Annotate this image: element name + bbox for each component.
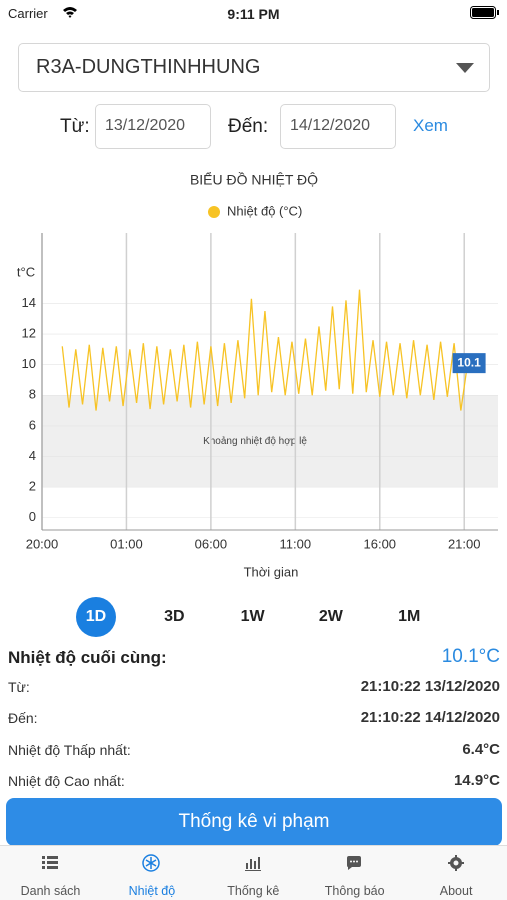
clock: 9:11 PM	[227, 6, 280, 22]
y-tick-label: 12	[22, 325, 36, 340]
x-tick-label: 16:00	[364, 536, 397, 551]
tab-label: About	[439, 884, 473, 898]
tab-icon	[447, 855, 464, 871]
row-label: Từ:	[8, 679, 30, 695]
chart: BIỂU ĐỒ NHIỆT ĐỘ Nhiệt độ (°C) t°C Thời …	[17, 171, 498, 579]
range-button[interactable]: 1M	[398, 608, 421, 625]
wifi-icon	[63, 7, 77, 18]
to-label: Đến:	[228, 116, 269, 137]
last-value-box	[452, 353, 486, 374]
tab-label: Thống kê	[227, 884, 280, 898]
legend-label: Nhiệt độ (°C)	[227, 203, 302, 218]
row-value: 21:10:22 14/12/2020	[360, 709, 500, 727]
tab-label: Nhiệt độ	[128, 884, 176, 898]
from-date: 13/12/2020	[105, 117, 186, 134]
from-label: Từ:	[60, 116, 90, 137]
tab-label: Thông báo	[324, 884, 385, 898]
tab-icon	[244, 857, 261, 871]
carrier: Carrier	[8, 6, 48, 21]
legend-marker	[208, 206, 220, 218]
tab-item[interactable]: Danh sách	[0, 846, 101, 900]
station-dropdown[interactable]: R3A-DUNGTHINHHUNG	[18, 43, 490, 92]
violation-button[interactable]: Thống kê vi phạm	[6, 798, 502, 846]
tab-icon	[42, 856, 58, 869]
to-date: 14/12/2020	[290, 117, 371, 134]
row-label: Nhiệt độ Cao nhất:	[8, 772, 125, 789]
range-button[interactable]: 3D	[164, 608, 185, 625]
y-tick-label: 0	[29, 509, 36, 524]
x-tick-label: 11:00	[280, 536, 312, 551]
y-axis-label: t°C	[17, 264, 35, 279]
range-button[interactable]: 1D	[76, 597, 116, 637]
y-tick-label: 6	[29, 417, 36, 432]
last-value-label: 10.1	[457, 355, 481, 369]
row-label: Nhiệt độ Thấp nhất:	[8, 741, 131, 758]
summary-value: 10.1°C	[441, 646, 500, 667]
dropdown-arrow	[456, 63, 474, 73]
tab-bar	[0, 845, 507, 900]
x-axis-label: Thời gian	[244, 564, 299, 579]
valid-band	[42, 395, 498, 488]
tab-icon	[142, 854, 161, 872]
chart-title: BIỂU ĐỒ NHIỆT ĐỘ	[190, 171, 318, 188]
band-label: Khoảng nhiệt độ hợp lệ	[203, 436, 307, 447]
y-tick-label: 14	[22, 295, 36, 310]
row-value: 14.9°C	[453, 771, 500, 789]
row-value: 21:10:22 13/12/2020	[360, 678, 500, 695]
to-input[interactable]: 14/12/2020	[280, 104, 396, 149]
from-input[interactable]: 13/12/2020	[95, 104, 211, 149]
row-value: 6.4°C	[462, 740, 500, 758]
tab-item[interactable]: About	[406, 846, 507, 900]
view-button[interactable]: Xem	[413, 116, 448, 135]
y-tick-label: 4	[29, 448, 36, 463]
tab-label: Danh sách	[20, 884, 81, 898]
tab-item[interactable]: Nhiệt độ	[101, 846, 202, 900]
row-label: Đến:	[8, 710, 38, 727]
x-tick-label: 01:00	[110, 536, 143, 551]
range-button[interactable]: 1W	[240, 608, 265, 625]
temperature-line	[61, 289, 469, 411]
y-tick-label: 10	[22, 356, 36, 371]
tab-item[interactable]: Thống kê	[203, 846, 304, 900]
station-name: R3A-DUNGTHINHHUNG	[36, 56, 261, 78]
range-button[interactable]: 2W	[318, 608, 343, 625]
tab-item[interactable]: Thông báo	[304, 846, 405, 900]
y-tick-label: 8	[29, 387, 36, 402]
y-tick-label: 2	[29, 479, 36, 494]
x-tick-label: 06:00	[195, 536, 228, 551]
x-tick-label: 20:00	[26, 536, 59, 551]
tab-icon	[347, 856, 362, 870]
battery-icon	[470, 6, 499, 19]
x-tick-label: 21:00	[448, 536, 481, 551]
summary-title: Nhiệt độ cuối cùng:	[8, 648, 167, 667]
